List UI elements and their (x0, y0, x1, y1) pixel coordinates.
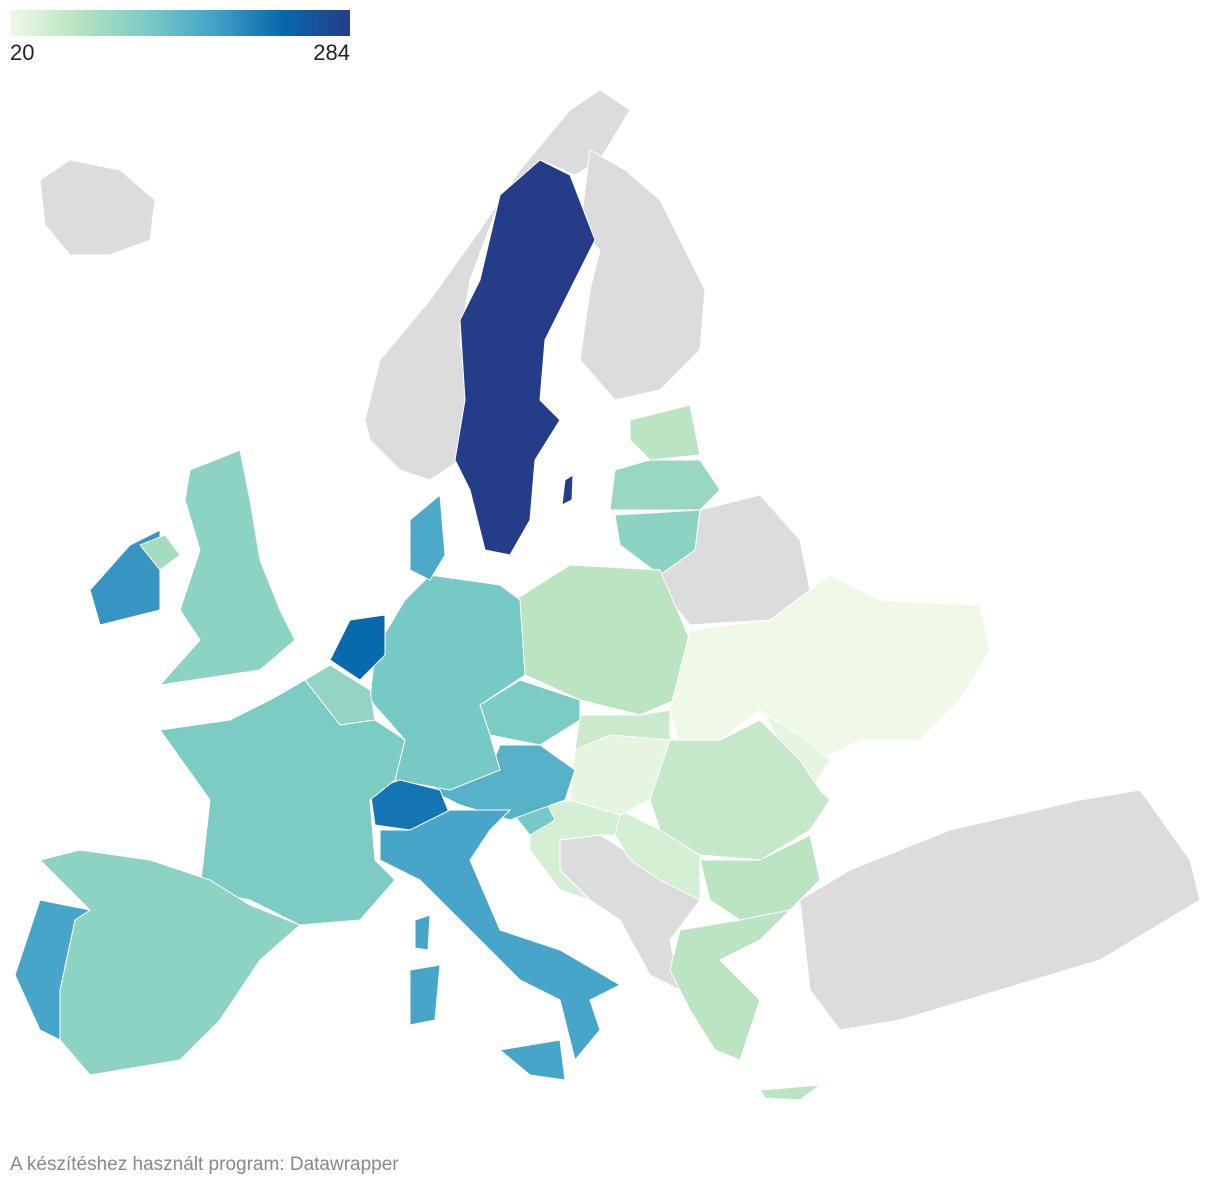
region (759, 1084, 822, 1101)
region (414, 914, 431, 951)
region (409, 494, 446, 581)
region (329, 614, 386, 681)
region (14, 899, 92, 1041)
region (139, 534, 181, 571)
region (454, 159, 596, 556)
legend-max: 284 (313, 40, 350, 65)
region (614, 509, 701, 576)
region (379, 809, 622, 1062)
no-data-region (579, 149, 706, 401)
no-data-region (39, 159, 156, 256)
regions (14, 159, 991, 1101)
region (409, 964, 441, 1026)
region (629, 404, 701, 461)
legend-gradient (10, 10, 350, 36)
credit: A készítéshez használt program: Datawrap… (10, 1154, 399, 1175)
region (369, 574, 526, 791)
no-data-region (364, 89, 631, 481)
legend-min: 20 (10, 40, 34, 65)
region (498, 1039, 566, 1081)
region (649, 719, 831, 861)
region (699, 834, 821, 921)
no-data-region (799, 789, 1201, 1031)
region (609, 459, 721, 511)
region (158, 449, 296, 686)
region (574, 709, 671, 751)
region (614, 809, 701, 901)
region (669, 909, 792, 1061)
region (561, 474, 574, 506)
